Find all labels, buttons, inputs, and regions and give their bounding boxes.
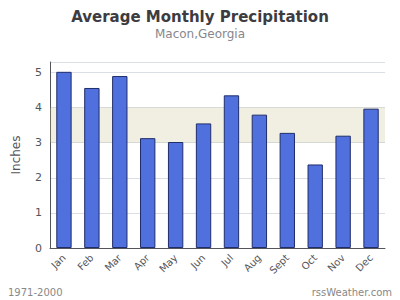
svg-text:rssWeather.com: rssWeather.com xyxy=(312,287,392,298)
svg-text:Feb: Feb xyxy=(75,252,95,272)
svg-text:5: 5 xyxy=(35,66,42,79)
svg-text:1971-2000: 1971-2000 xyxy=(8,287,63,298)
svg-text:Mar: Mar xyxy=(103,251,125,273)
svg-text:Apr: Apr xyxy=(132,251,153,272)
svg-text:Inches: Inches xyxy=(9,136,23,175)
svg-text:3: 3 xyxy=(35,136,42,149)
svg-text:4: 4 xyxy=(35,101,42,114)
svg-text:Dec: Dec xyxy=(353,252,374,273)
svg-text:2: 2 xyxy=(35,171,42,184)
svg-text:1: 1 xyxy=(35,206,42,219)
svg-text:Aug: Aug xyxy=(242,252,264,274)
svg-text:Jan: Jan xyxy=(48,252,67,271)
svg-text:May: May xyxy=(157,252,179,274)
svg-text:Oct: Oct xyxy=(299,252,319,272)
svg-text:Jun: Jun xyxy=(188,252,208,272)
svg-text:Average Monthly Precipitation: Average Monthly Precipitation xyxy=(71,8,329,26)
svg-text:0: 0 xyxy=(35,242,42,255)
svg-text:Sept: Sept xyxy=(267,252,291,276)
svg-text:Nov: Nov xyxy=(325,252,347,274)
svg-text:Jul: Jul xyxy=(218,252,235,269)
svg-text:Macon,Georgia: Macon,Georgia xyxy=(155,27,245,41)
